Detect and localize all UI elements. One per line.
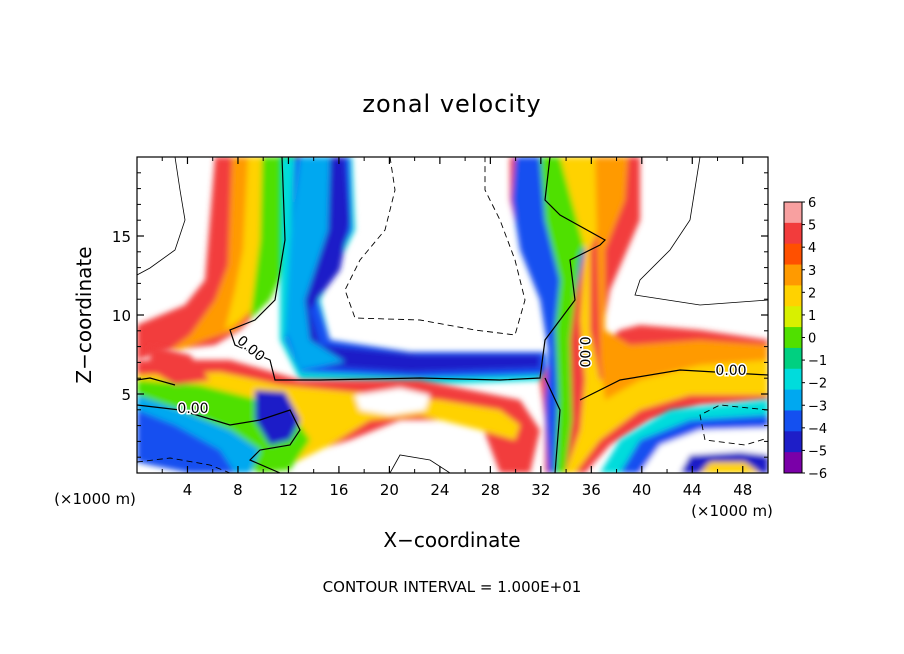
colorbar-swatch [784, 431, 802, 453]
x-axis-unit-right: (×1000 m) [691, 502, 773, 520]
x-tick-label: 44 [683, 481, 702, 499]
colorbar-swatch [784, 222, 802, 245]
colorbar-label: −1 [808, 354, 827, 369]
contour-interval-footer: CONTOUR INTERVAL = 1.000E+01 [323, 578, 582, 596]
colorbar-swatch [784, 306, 802, 328]
x-tick-label: 24 [430, 481, 449, 499]
x-axis-label: X−coordinate [383, 528, 520, 552]
left-positive-jet [137, 157, 300, 360]
chart-title: zonal velocity [362, 90, 541, 118]
x-tick-label: 36 [582, 481, 601, 499]
colorbar-label: 4 [808, 241, 816, 256]
colorbar-swatch [784, 327, 802, 349]
central-negative-jet [280, 157, 550, 385]
colorbar-label: −5 [808, 444, 827, 459]
right-column [510, 157, 768, 473]
colorbar-label: 0 [808, 332, 816, 347]
colorbar-label: 6 [808, 196, 816, 211]
colorbar-swatch [784, 202, 802, 224]
lower-left-band [137, 345, 540, 473]
x-tick-label: 20 [380, 481, 399, 499]
x-tick-label: 28 [481, 481, 500, 499]
colorbar-label: −2 [808, 377, 827, 392]
x-axis: 4 8 12 16 20 24 28 32 36 40 44 48 [161, 157, 752, 499]
x-tick-label: 16 [329, 481, 348, 499]
colorbar-label: 2 [808, 286, 816, 301]
contour-lines [137, 157, 768, 473]
y-tick-label: 5 [121, 386, 131, 404]
colorbar: 6 5 4 3 2 1 0 −1 −2 −3 −4 −5 −6 [783, 196, 827, 482]
colorbar-swatch [784, 389, 802, 411]
contour-label: 0.00 [715, 363, 746, 379]
colorbar-swatch [784, 285, 802, 307]
y-axis: 5 10 15 [112, 172, 768, 458]
colorbar-label: −6 [808, 467, 827, 482]
x-tick-label: 48 [733, 481, 752, 499]
y-axis-label: Z−coordinate [72, 246, 96, 383]
colorbar-label: −3 [808, 399, 827, 414]
x-tick-label: 12 [279, 481, 298, 499]
contour-label: 0.00 [576, 336, 592, 367]
x-tick-label: 8 [233, 481, 243, 499]
colorbar-swatch [784, 243, 802, 266]
contour-label: 0.00 [177, 401, 208, 417]
colorbar-swatch [784, 347, 802, 370]
colorbar-label: 1 [808, 309, 816, 324]
y-tick-label: 15 [112, 228, 131, 246]
colorbar-label: −4 [808, 422, 827, 437]
y-tick-label: 10 [112, 307, 131, 325]
colorbar-swatch [784, 452, 802, 474]
dashed-contours [137, 157, 768, 473]
colorbar-label: 5 [808, 219, 816, 234]
x-tick-label: 4 [183, 481, 193, 499]
colorbar-swatch [784, 368, 802, 391]
x-tick-label: 32 [531, 481, 550, 499]
velocity-field [137, 157, 768, 473]
x-axis-unit-left: (×1000 m) [54, 490, 136, 508]
colorbar-label: 3 [808, 264, 816, 279]
x-tick-label: 40 [632, 481, 651, 499]
lower-right-lobe [600, 400, 768, 473]
colorbar-swatch [784, 264, 802, 286]
colorbar-swatch [784, 410, 802, 432]
